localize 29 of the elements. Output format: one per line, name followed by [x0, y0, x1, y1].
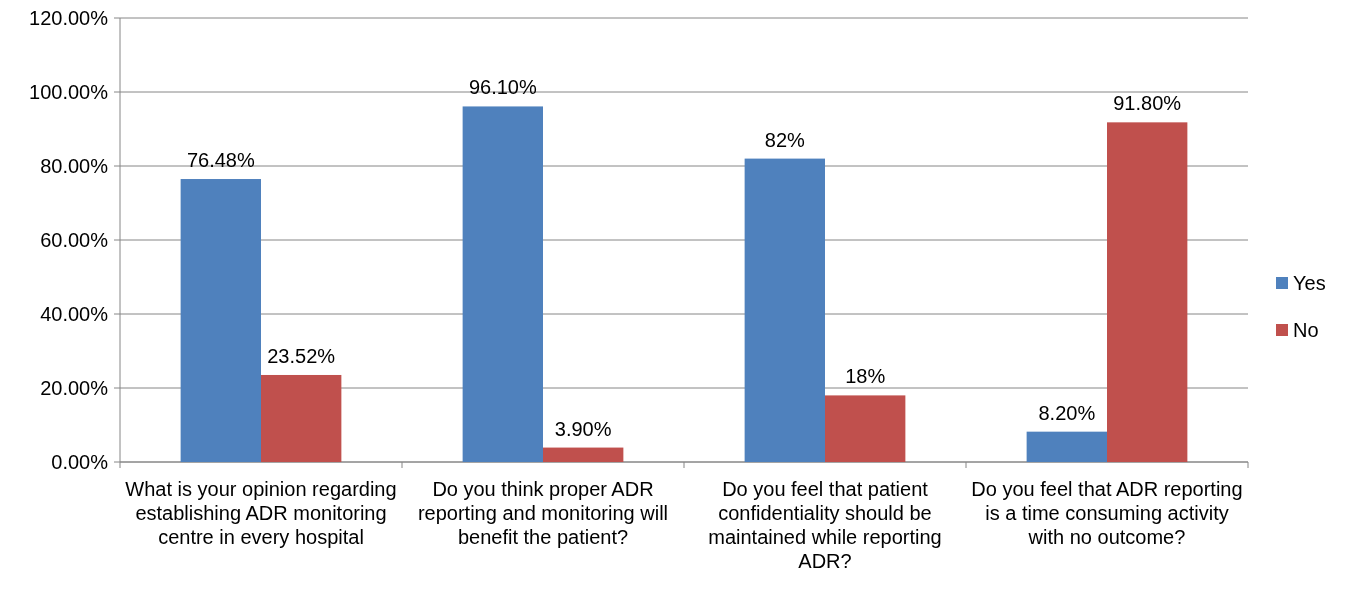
y-tick-label: 120.00%: [29, 7, 109, 29]
data-label: 8.20%: [1038, 401, 1096, 424]
data-label: 23.52%: [267, 344, 336, 367]
x-tick-label: Do you feel that ADR reporting is a time consuming activity with no outcome?: [971, 478, 1243, 548]
bar: [543, 447, 624, 462]
x-tick-label: What is your opinion regarding establishing ADR monitoring centre in every hospital: [125, 478, 397, 548]
y-tick-label: 80.00%: [40, 155, 109, 177]
y-tick-label: 100.00%: [29, 81, 109, 103]
bar: [180, 179, 261, 462]
data-label: 91.80%: [1113, 92, 1182, 115]
y-tick-label: 20.00%: [40, 377, 109, 399]
y-tick-label: 0.00%: [51, 451, 109, 473]
bar: [744, 158, 825, 462]
legend-label: Yes: [1293, 272, 1326, 294]
x-tick-label: Do you think proper ADR reporting and monitoring will benefit the patient?: [417, 478, 669, 548]
legend-label: No: [1293, 319, 1319, 341]
bar: [1107, 122, 1188, 462]
y-tick-label: 40.00%: [40, 303, 109, 325]
bar: [462, 106, 543, 462]
y-tick-label: 60.00%: [40, 229, 109, 251]
bar: [1026, 431, 1107, 462]
data-label: 76.48%: [186, 149, 255, 172]
data-label: 18%: [845, 365, 886, 388]
bar: [825, 395, 906, 462]
x-tick-label: Do you feel that patient confidentiality should be maintained while reporting ADR?: [708, 478, 942, 572]
bar: [261, 374, 342, 462]
data-label: 96.10%: [468, 76, 537, 99]
data-label: 82%: [764, 128, 806, 151]
data-label: 3.90%: [554, 417, 612, 440]
